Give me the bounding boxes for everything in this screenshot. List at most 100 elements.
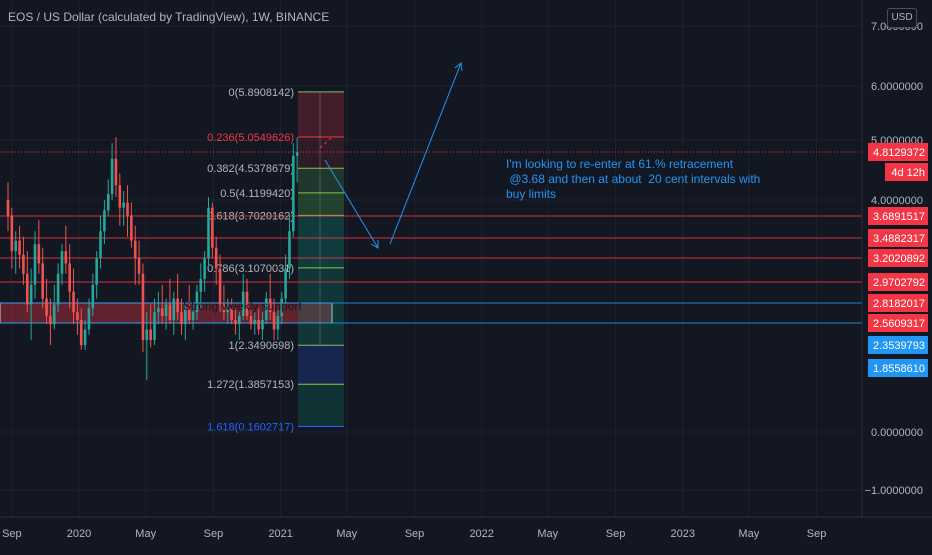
countdown-badge-bg bbox=[885, 163, 928, 181]
fib-zone bbox=[298, 168, 344, 193]
candle-body bbox=[126, 202, 129, 216]
candle-body bbox=[52, 304, 56, 325]
fib-zone bbox=[298, 91, 344, 138]
candle-body bbox=[261, 319, 264, 330]
candle-body bbox=[153, 312, 156, 341]
candle-body bbox=[103, 210, 106, 232]
price-level-badge: 2.8182017 bbox=[873, 298, 925, 310]
candle-body bbox=[249, 316, 253, 325]
fib-level-label: 1.618(0.1602717) bbox=[207, 421, 294, 433]
candle-body bbox=[41, 263, 45, 299]
candle-body bbox=[218, 268, 222, 305]
candle-body bbox=[149, 329, 152, 341]
candle-body bbox=[79, 319, 83, 346]
note-text: @3.68 and then at about 20 cent interval… bbox=[506, 172, 760, 186]
projection-arrow-down bbox=[324, 159, 379, 249]
candle-body bbox=[87, 308, 91, 330]
fib-zone bbox=[298, 137, 344, 169]
candle-body bbox=[238, 316, 241, 325]
candle-body bbox=[295, 152, 299, 156]
candle-body bbox=[114, 158, 118, 186]
candle-body bbox=[49, 316, 52, 325]
candle-body bbox=[145, 329, 149, 341]
fib-level-label: 0(5.8908142) bbox=[229, 87, 294, 99]
fib-zone bbox=[298, 192, 344, 216]
candle-body bbox=[133, 240, 137, 259]
price-level-badge: 3.6891517 bbox=[873, 211, 925, 223]
time-tick-label: May bbox=[738, 528, 759, 540]
price-level-badge: 3.2020892 bbox=[873, 253, 925, 265]
fib-level-label: 0.236(5.0549626) bbox=[207, 132, 294, 144]
candle-body bbox=[99, 231, 102, 259]
candle-body bbox=[106, 194, 110, 211]
candle-body bbox=[211, 207, 214, 248]
chart-title: EOS / US Dollar (calculated by TradingVi… bbox=[8, 10, 330, 24]
support-zone-label: Strong weekly support bbox=[183, 299, 302, 313]
candle-body bbox=[33, 244, 37, 285]
price-tick-label: −1.0000000 bbox=[865, 485, 923, 497]
candle-body bbox=[280, 298, 284, 317]
price-level-badge: 2.9702792 bbox=[873, 277, 925, 289]
fib-level-label: 0.382(4.5378679) bbox=[207, 163, 294, 175]
arrow-head bbox=[454, 62, 463, 72]
candle-body bbox=[241, 291, 245, 317]
candle-body bbox=[160, 308, 164, 317]
fib-level-label: 0.5(4.1199420) bbox=[220, 188, 294, 200]
candle-body bbox=[83, 329, 87, 346]
price-tick-label: 4.0000000 bbox=[871, 195, 923, 207]
currency-button[interactable]: USD bbox=[887, 8, 917, 28]
time-tick-label: Sep bbox=[2, 528, 22, 540]
note-text: I'm looking to re-enter at 61.% retracem… bbox=[506, 157, 734, 171]
candle-body bbox=[195, 291, 199, 313]
price-tick-label: 0.0000000 bbox=[871, 427, 923, 439]
price-level-badge-bg bbox=[868, 249, 928, 267]
candle-body bbox=[230, 308, 233, 320]
candle-body bbox=[76, 312, 79, 320]
fib-level-label: 1.272(1.3857153) bbox=[207, 379, 294, 391]
candle-body bbox=[64, 251, 68, 264]
candle-body bbox=[180, 312, 183, 325]
candle-body bbox=[245, 291, 249, 317]
price-level-badge-bg bbox=[868, 294, 928, 312]
candle-body bbox=[110, 158, 114, 195]
candle-body bbox=[226, 308, 230, 313]
price-level-badge-bg bbox=[868, 314, 928, 332]
candle-body bbox=[222, 304, 226, 313]
fib-zone bbox=[298, 384, 344, 427]
time-tick-label: 2022 bbox=[469, 528, 493, 540]
time-tick-label: May bbox=[135, 528, 156, 540]
candle-body bbox=[268, 298, 272, 313]
candle-body bbox=[191, 312, 195, 320]
candle-body bbox=[276, 316, 280, 330]
candle-body bbox=[284, 268, 287, 299]
candle-body bbox=[234, 319, 237, 325]
price-level-badge: 3.4882317 bbox=[873, 233, 925, 245]
fib-zone bbox=[298, 345, 344, 385]
candle-body bbox=[14, 240, 18, 252]
candle-body bbox=[141, 273, 145, 341]
fib-level-label: 1(2.3490698) bbox=[229, 340, 294, 352]
arrow-head bbox=[370, 240, 379, 249]
price-tick-label: 6.0000000 bbox=[871, 81, 923, 93]
time-tick-label: Sep bbox=[807, 528, 827, 540]
candle-body bbox=[25, 273, 29, 305]
price-level-badge-bg bbox=[868, 336, 928, 354]
candle-body bbox=[22, 254, 25, 274]
countdown-badge: 4d 12h bbox=[891, 167, 925, 179]
candle-body bbox=[118, 185, 122, 208]
candle-body bbox=[72, 291, 75, 313]
time-tick-label: Sep bbox=[204, 528, 224, 540]
time-tick-label: May bbox=[537, 528, 558, 540]
candle-body bbox=[168, 304, 172, 320]
candle-body bbox=[6, 200, 10, 216]
candle-body bbox=[56, 273, 60, 305]
time-tick-label: 2023 bbox=[670, 528, 694, 540]
candle-body bbox=[265, 298, 268, 320]
candle-body bbox=[253, 319, 257, 325]
candle-body bbox=[164, 304, 168, 317]
candle-body bbox=[68, 263, 71, 292]
time-tick-label: 2021 bbox=[268, 528, 292, 540]
fib-zone bbox=[298, 267, 344, 346]
